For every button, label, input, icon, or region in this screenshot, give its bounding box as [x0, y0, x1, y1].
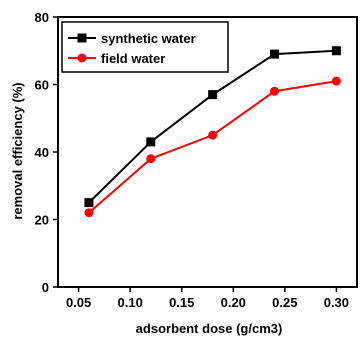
data-point-synthetic-water	[331, 46, 341, 56]
legend-marker-field-water	[77, 53, 87, 63]
legend-marker-synthetic-water	[77, 33, 87, 43]
data-point-field-water	[208, 130, 218, 140]
data-point-synthetic-water	[208, 90, 218, 100]
y-tick-label: 80	[35, 10, 49, 25]
legend-label-field-water: field water	[101, 51, 165, 66]
x-tick-label: 0.10	[118, 295, 143, 310]
y-axis-label: removal efficiency (%)	[10, 82, 25, 219]
y-tick-label: 60	[35, 78, 49, 93]
x-tick-label: 0.25	[272, 295, 297, 310]
y-tick-label: 40	[35, 145, 49, 160]
legend-box	[61, 21, 229, 73]
x-axis-label: adsorbent dose (g/cm3)	[136, 321, 283, 336]
y-tick-label: 0	[42, 280, 49, 295]
plot-area: 0.05 0.10 0.15 0.20 0.25 0.30 0 20 40 60 80 synthet…	[35, 10, 358, 310]
data-point-synthetic-water	[270, 49, 280, 59]
x-tick-label: 0.20	[221, 295, 246, 310]
data-point-synthetic-water	[146, 137, 156, 147]
data-point-synthetic-water	[84, 198, 94, 208]
data-point-field-water	[146, 154, 156, 164]
x-tick-label: 0.05	[66, 295, 91, 310]
series-line-field-water	[88, 80, 337, 214]
data-point-field-water	[331, 76, 341, 86]
y-tick-label: 20	[35, 213, 49, 228]
x-tick-label: 0.15	[169, 295, 194, 310]
data-point-field-water	[270, 86, 280, 96]
data-point-field-water	[84, 208, 94, 218]
x-tick-label: 0.30	[324, 295, 349, 310]
legend-label-synthetic-water: synthetic water	[101, 31, 196, 46]
